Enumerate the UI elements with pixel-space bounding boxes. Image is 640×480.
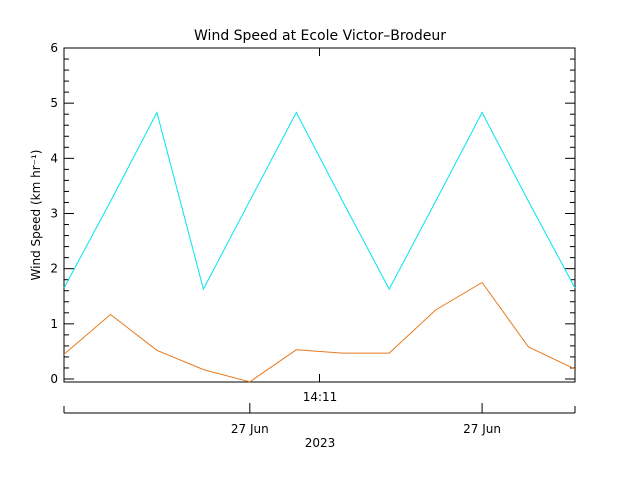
y-tick-label: 3 xyxy=(50,207,58,221)
y-tick-label: 2 xyxy=(50,262,58,276)
series-line-2 xyxy=(63,281,576,383)
date-tick-label: 27 Jun xyxy=(463,422,501,436)
y-tick-label: 4 xyxy=(50,151,58,165)
x-year-label: 2023 xyxy=(305,436,336,450)
date-tick-label: 27 Jun xyxy=(231,422,269,436)
top-tick-label: 14:11 xyxy=(303,390,338,404)
plot-frame xyxy=(63,47,576,383)
y-axis: 0 1 2 3 4 5 6 xyxy=(50,41,575,386)
series-line-1 xyxy=(63,111,576,291)
y-axis-label: Wind Speed (km hr⁻¹) xyxy=(29,150,43,281)
date-axis: 27 Jun 27 Jun xyxy=(63,403,576,436)
y-tick-label: 5 xyxy=(50,96,58,110)
y-tick-label: 6 xyxy=(50,41,58,55)
chart-title: Wind Speed at Ecole Victor–Brodeur xyxy=(194,28,446,44)
series-group xyxy=(63,111,576,383)
y-tick-label: 0 xyxy=(50,372,58,386)
y-tick-label: 1 xyxy=(50,317,58,331)
